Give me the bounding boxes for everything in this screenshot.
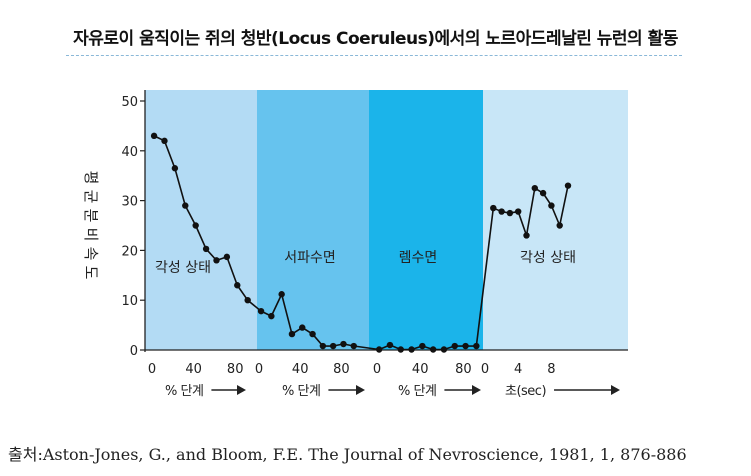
x-tick-label: 80: [227, 362, 244, 377]
y-tick-label: 20: [121, 244, 138, 259]
y-tick-label: 0: [130, 344, 138, 359]
data-point: [386, 341, 394, 349]
phase-band-3: [369, 90, 483, 350]
source-citation: 출처:Aston-Jones, G., and Bloom, F.E. The …: [8, 445, 687, 464]
data-point: [340, 340, 347, 348]
x-tick-label: 0: [481, 362, 489, 377]
x-tick-label: 0: [148, 362, 156, 377]
x-unit-arrowhead: [611, 385, 620, 395]
y-tick-label: 30: [121, 195, 138, 210]
data-point: [451, 342, 458, 350]
data-point: [329, 342, 337, 350]
phase-label: 렘수면: [399, 250, 438, 266]
data-point: [171, 165, 179, 172]
title-divider: [66, 55, 682, 56]
x-unit-arrowhead: [472, 385, 481, 395]
data-point: [350, 342, 357, 350]
series-connector: [353, 345, 380, 351]
data-point: [161, 137, 168, 145]
x-tick-label: 40: [185, 362, 202, 377]
y-axis-label-char: 분: [82, 209, 100, 223]
data-point: [288, 330, 296, 338]
x-tick-label: 80: [333, 362, 350, 377]
data-point: [506, 209, 514, 217]
y-tick-label: 10: [121, 294, 138, 309]
data-point: [202, 245, 210, 253]
data-point: [268, 312, 275, 320]
phase-label: 서파수면: [284, 250, 336, 266]
data-point: [419, 342, 426, 350]
phase-band-4: [483, 90, 628, 350]
data-point: [429, 346, 437, 353]
y-axis-label-char: 균: [82, 190, 100, 204]
data-point: [278, 291, 285, 298]
series-line-panel-1: [153, 135, 249, 301]
data-point: [150, 132, 158, 140]
series-line-panel-3: [378, 344, 477, 351]
x-tick-label: 40: [292, 362, 309, 377]
x-tick-label: 8: [547, 362, 555, 377]
x-tick-label: 0: [373, 362, 381, 377]
y-tick-label: 50: [121, 95, 138, 110]
x-tick-label: 80: [455, 362, 472, 377]
data-point: [564, 182, 572, 189]
x-unit-label: % 단계: [282, 384, 320, 399]
y-axis-label-char: 속: [82, 247, 100, 261]
data-point: [462, 342, 469, 350]
data-point: [299, 324, 306, 331]
x-tick-label: 0: [255, 362, 263, 377]
x-tick-label: 4: [514, 362, 522, 377]
x-unit-arrowhead: [237, 385, 246, 395]
data-point: [548, 202, 555, 209]
data-point: [257, 307, 265, 315]
data-point: [408, 346, 415, 353]
data-point: [397, 346, 404, 353]
phase-label: 각성 상태: [520, 250, 576, 266]
y-tick-label: 40: [121, 145, 138, 160]
data-point: [556, 222, 563, 229]
data-point: [182, 202, 189, 209]
series-line-panel-2: [260, 293, 354, 347]
phase-label: 각성 상태: [155, 260, 211, 276]
chart-title: 자유로이 움직이는 쥐의 청반(Locus Coeruleus)에서의 노르아드…: [73, 29, 678, 49]
phase-band-1: [145, 90, 257, 350]
data-point: [490, 204, 497, 212]
data-point: [213, 257, 220, 264]
data-point: [531, 184, 538, 192]
data-point: [515, 208, 522, 215]
data-point: [523, 232, 530, 239]
x-unit-label: 초(sec): [505, 384, 546, 399]
data-point: [319, 342, 327, 350]
series-connector: [475, 207, 495, 347]
data-point: [440, 346, 448, 353]
y-axis-label-char: 비: [82, 228, 100, 242]
data-point: [223, 253, 231, 261]
data-point: [244, 297, 251, 304]
x-tick-label: 40: [412, 362, 429, 377]
y-axis-label-char: 평: [82, 171, 100, 185]
series-line-panel-4: [492, 185, 569, 237]
data-point: [309, 330, 316, 338]
data-point: [192, 222, 199, 229]
data-point: [498, 208, 505, 215]
y-axis-label-char: 도: [82, 266, 100, 280]
data-point: [375, 346, 383, 353]
x-unit-arrowhead: [356, 385, 365, 395]
data-point: [539, 189, 547, 197]
x-unit-label: % 단계: [398, 384, 436, 399]
data-point: [234, 282, 241, 289]
x-unit-label: % 단계: [165, 384, 203, 399]
data-point: [473, 342, 480, 350]
